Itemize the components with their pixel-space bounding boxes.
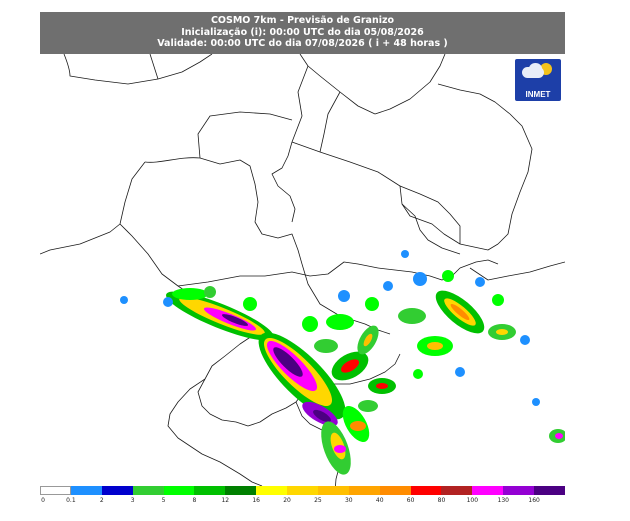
hail-forecast-map	[40, 54, 565, 492]
legend-tick-label: 40	[375, 497, 384, 504]
legend-tick-label: 16	[252, 497, 260, 504]
legend-swatch	[503, 486, 534, 495]
legend-swatch	[101, 486, 133, 495]
legend-tick-label: 100	[466, 497, 479, 504]
init-time: Inicialização (i): 00:00 UTC do dia 05/0…	[181, 26, 424, 38]
legend-swatch	[256, 486, 287, 495]
legend-tick-label: 0.1	[66, 497, 76, 504]
legend-tick-label: 30	[344, 497, 353, 504]
legend-swatch	[194, 486, 226, 495]
inmet-logo: INMET	[515, 59, 561, 101]
legend-swatch	[287, 486, 318, 495]
map-title: COSMO 7km - Previsão de Granizo	[210, 15, 395, 26]
legend-tick-label: 2	[99, 497, 104, 504]
legend-tick-label: 0	[41, 497, 45, 504]
legend-swatch	[317, 486, 349, 495]
legend-tick-label: 8	[192, 497, 197, 504]
legend-swatch	[163, 486, 195, 495]
legend-swatch	[441, 486, 473, 495]
legend-tick-label: 20	[283, 497, 291, 504]
legend-bar	[40, 486, 565, 495]
legend-tick-label: 160	[528, 497, 540, 504]
legend-swatch	[379, 486, 411, 495]
legend-tick-label: 130	[497, 497, 509, 504]
legend-ticks: 0 0.1 2 3 5 8 12 16 20 25 30 40 60 80 100 130 160	[40, 497, 565, 507]
legend-tick-label: 12	[221, 497, 230, 504]
legend-swatch	[348, 486, 380, 495]
valid-time: Validade: 00:00 UTC do dia 07/08/2026 ( …	[157, 38, 448, 49]
logo-text: INMET	[525, 90, 551, 99]
legend-tick-label: 3	[130, 497, 135, 504]
legend-tick-label: 5	[161, 497, 166, 504]
legend-swatch	[132, 486, 164, 495]
legend-tick-label: 25	[314, 497, 322, 504]
legend-tick-label: 60	[406, 497, 415, 504]
map-header: COSMO 7km - Previsão de Granizo Iniciali…	[40, 12, 565, 54]
legend-swatch	[70, 486, 102, 495]
legend-swatch	[410, 486, 442, 495]
legend-swatch	[40, 486, 71, 495]
legend-swatch	[225, 486, 257, 495]
color-legend: 0 0.1 2 3 5 8 12 16 20 25 30 40 60 80 100 130 160	[40, 486, 565, 509]
legend-swatch	[534, 486, 565, 495]
legend-tick-label: 80	[437, 497, 446, 504]
legend-swatch	[472, 486, 504, 495]
forecast-panel: COSMO 7km - Previsão de Granizo Iniciali…	[40, 12, 565, 509]
political-borders	[40, 54, 565, 492]
hail-field	[120, 250, 565, 475]
